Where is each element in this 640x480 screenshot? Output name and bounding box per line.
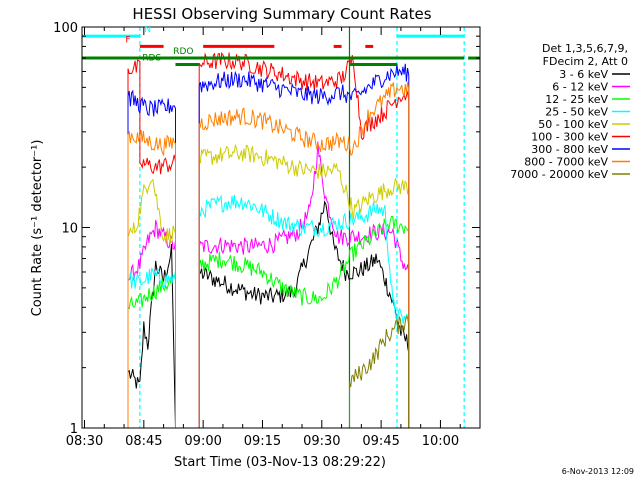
x-tick-label: 08:45	[125, 434, 162, 449]
series-7000-20000-kev	[349, 315, 410, 428]
series-50-100-kev	[127, 143, 410, 428]
legend-label-12-25-kev: 12 - 25 keV	[545, 93, 608, 106]
legend-label-50-100-kev: 50 - 100 keV	[538, 118, 608, 131]
series-800-7000-kev	[127, 81, 410, 428]
legend-label-6-12-kev: 6 - 12 keV	[552, 81, 608, 94]
legend-label-100-300-kev: 100 - 300 keV	[531, 131, 608, 144]
x-tick-label: 10:00	[422, 434, 459, 449]
series-6-12-kev	[127, 141, 410, 428]
x-axis: 08:30 08:45 09:00 09:15 09:30 09:45 10:00	[66, 27, 481, 449]
series-300-800-kev	[127, 63, 410, 428]
legend: Det 1,3,5,6,7,9,FDecim 2, Att 03 - 6 keV…	[510, 42, 630, 181]
flag-n-label: N	[144, 25, 151, 35]
legend-header-2: FDecim 2, Att 0	[543, 55, 628, 68]
x-tick-label: 09:45	[362, 434, 399, 449]
footer-date: 6-Nov-2013 12:09	[562, 467, 634, 476]
legend-label-800-7000-kev: 800 - 7000 keV	[524, 156, 608, 169]
flag-rdo-label: RDO	[173, 47, 193, 57]
flag-f-label: F	[125, 35, 130, 45]
legend-label-3-6-kev: 3 - 6 keV	[559, 68, 608, 81]
x-tick-label: 08:30	[66, 434, 103, 449]
y-axis-label: Count Rate (s⁻¹ detector⁻¹)	[30, 140, 45, 317]
y-axis: 1 10 100	[53, 21, 480, 437]
x-axis-label: Start Time (03-Nov-13 08:29:22)	[174, 455, 386, 470]
plot-area	[82, 27, 480, 428]
flag-rds-label: RDS	[142, 54, 161, 64]
plot-frame	[81, 26, 481, 429]
x-tick-label: 09:15	[244, 434, 281, 449]
y-tick-label: 100	[53, 21, 78, 36]
legend-header-1: Det 1,3,5,6,7,9,	[542, 42, 628, 55]
series-25-50-kev	[127, 194, 410, 428]
legend-label-300-800-kev: 300 - 800 keV	[531, 143, 608, 156]
series-3-6-kev	[127, 200, 410, 428]
chart-title: HESSI Observing Summary Count Rates	[132, 5, 431, 23]
y-tick-label: 1	[70, 422, 78, 437]
series-100-300-kev	[127, 51, 410, 428]
legend-label-25-50-kev: 25 - 50 keV	[545, 106, 608, 119]
x-tick-label: 09:30	[303, 434, 340, 449]
legend-label-7000-20000-kev: 7000 - 20000 keV	[510, 168, 608, 181]
x-tick-label: 09:00	[184, 434, 221, 449]
y-tick-label: 10	[61, 222, 78, 237]
